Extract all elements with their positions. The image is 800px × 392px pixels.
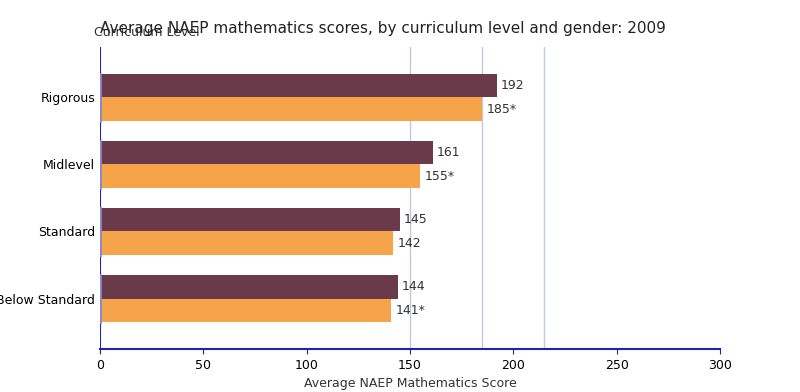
Text: 144: 144: [402, 280, 426, 293]
Bar: [100, 141, 433, 164]
Bar: [100, 74, 497, 97]
Text: 192: 192: [501, 79, 525, 92]
Bar: [100, 164, 420, 188]
Bar: [100, 232, 394, 255]
Bar: [100, 299, 391, 322]
Text: 185*: 185*: [486, 103, 517, 116]
Bar: [100, 97, 482, 121]
Text: Curriculum Level: Curriculum Level: [94, 26, 199, 39]
X-axis label: Average NAEP Mathematics Score: Average NAEP Mathematics Score: [304, 377, 516, 390]
Text: 161: 161: [437, 146, 461, 159]
Text: 145: 145: [404, 213, 427, 226]
Text: 142: 142: [398, 237, 422, 250]
Bar: [100, 208, 400, 232]
Text: 155*: 155*: [425, 170, 454, 183]
Bar: [100, 275, 398, 299]
Text: 141*: 141*: [395, 304, 426, 317]
Text: Average NAEP mathematics scores, by curriculum level and gender: 2009: Average NAEP mathematics scores, by curr…: [100, 21, 666, 36]
